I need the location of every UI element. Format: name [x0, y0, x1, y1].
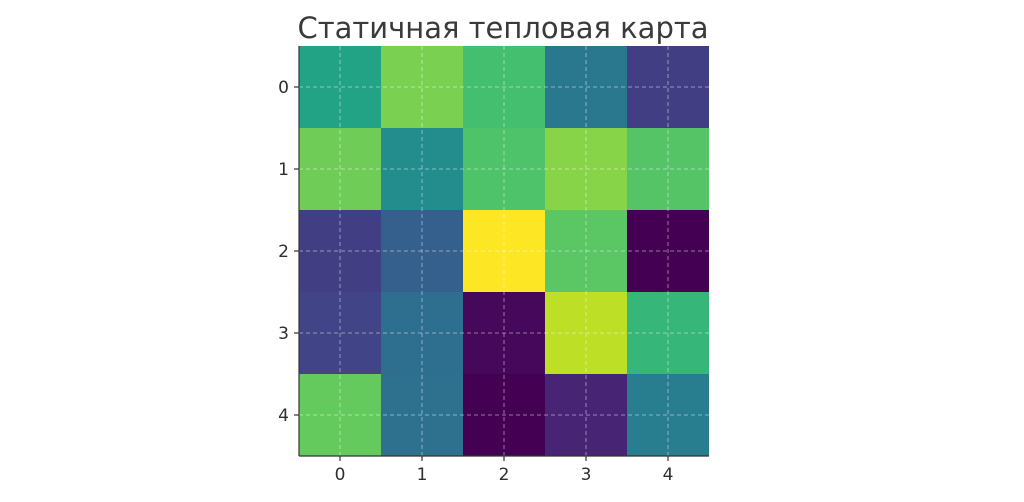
y-axis-ticks: 0 1 2 3 4 — [278, 78, 299, 426]
x-tick-label: 1 — [417, 465, 428, 485]
y-tick-label: 3 — [278, 324, 289, 344]
heatmap-cell-r2-c3 — [545, 210, 627, 292]
heatmap-cell-r2-c4 — [627, 210, 709, 292]
heatmap-cell-r0-c4 — [627, 46, 709, 128]
heatmap-cell-r4-c3 — [545, 374, 627, 456]
heatmap-cell-r3-c1 — [381, 292, 463, 374]
x-tick-label: 3 — [581, 465, 592, 485]
heatmap-cell-r1-c0 — [299, 128, 381, 210]
heatmap-cells — [299, 46, 709, 456]
heatmap-cell-r3-c4 — [627, 292, 709, 374]
heatmap-cell-r4-c1 — [381, 374, 463, 456]
x-tick-label: 0 — [335, 465, 346, 485]
heatmap-cell-r0-c1 — [381, 46, 463, 128]
heatmap-cell-r4-c4 — [627, 374, 709, 456]
heatmap-cell-r0-c3 — [545, 46, 627, 128]
heatmap-cell-r1-c3 — [545, 128, 627, 210]
heatmap-cell-r1-c4 — [627, 128, 709, 210]
y-tick-label: 2 — [278, 242, 289, 262]
heatmap-cell-r3-c2 — [463, 292, 545, 374]
chart-title: Статичная тепловая карта — [297, 11, 708, 45]
heatmap-gridlines — [299, 46, 709, 456]
heatmap-cell-r1-c2 — [463, 128, 545, 210]
heatmap-cell-r3-c3 — [545, 292, 627, 374]
heatmap-cell-r0-c0 — [299, 46, 381, 128]
heatmap-cell-r2-c1 — [381, 210, 463, 292]
x-axis-ticks: 0 1 2 3 4 — [335, 456, 674, 485]
heatmap-cell-r4-c0 — [299, 374, 381, 456]
heatmap-cell-r0-c2 — [463, 46, 545, 128]
y-tick-label: 0 — [278, 78, 289, 98]
heatmap-cell-r4-c2 — [463, 374, 545, 456]
heatmap-cell-r3-c0 — [299, 292, 381, 374]
y-tick-label: 1 — [278, 160, 289, 180]
heatmap-cell-r2-c2 — [463, 210, 545, 292]
x-tick-label: 4 — [663, 465, 674, 485]
x-tick-label: 2 — [499, 465, 510, 485]
heatmap-cell-r2-c0 — [299, 210, 381, 292]
heatmap-cell-r1-c1 — [381, 128, 463, 210]
y-tick-label: 4 — [278, 406, 289, 426]
